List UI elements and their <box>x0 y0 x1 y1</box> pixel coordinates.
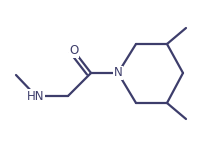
Text: O: O <box>69 45 78 58</box>
Text: HN: HN <box>27 89 44 103</box>
Text: N: N <box>113 67 122 79</box>
